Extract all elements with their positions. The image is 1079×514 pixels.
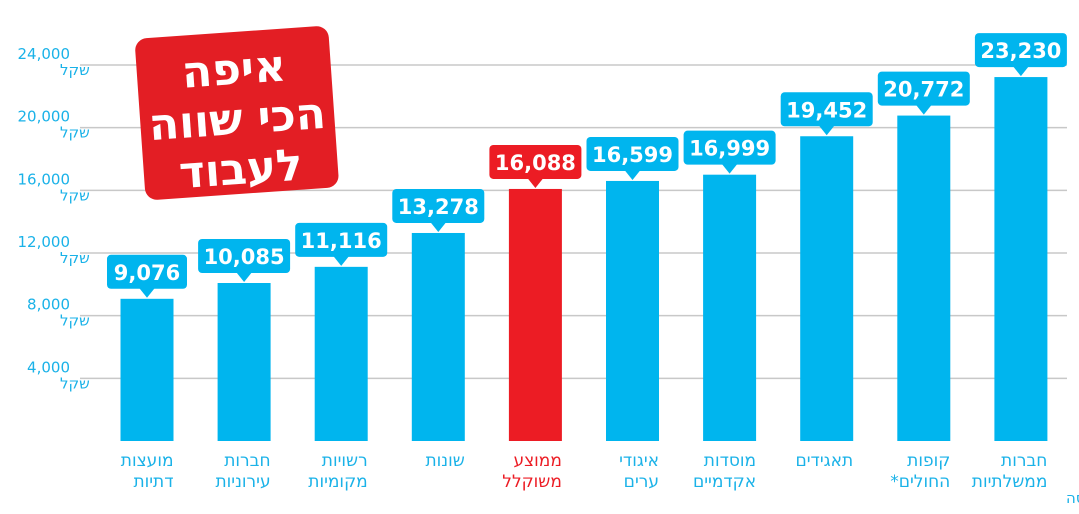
value-label: 16,088 — [489, 144, 582, 188]
y-tick-unit: שקל — [60, 312, 90, 330]
value-labels: 9,076 10,085 11,116 13,278 16,088 16,599 16,99… — [107, 33, 1067, 298]
bar — [120, 298, 174, 441]
value-label-box — [198, 239, 291, 274]
category-label: ערים — [624, 472, 659, 492]
value-label-text: 13,278 — [398, 195, 479, 219]
value-label-text: 9,076 — [114, 261, 180, 285]
value-label-pointer — [721, 163, 738, 174]
value-label-text: 16,599 — [592, 143, 673, 167]
value-label-box — [489, 144, 582, 179]
category-label: מקומיות — [308, 472, 367, 492]
category-label: מוסדות — [704, 451, 756, 471]
category-label: מועצות — [121, 451, 174, 471]
value-label: 23,230 — [974, 33, 1067, 77]
value-label-box — [586, 136, 679, 171]
category-label: דתיות — [133, 472, 173, 492]
bar — [606, 180, 659, 441]
value-label: 13,278 — [392, 188, 485, 232]
value-label-pointer — [527, 177, 544, 188]
category-label: ממשלתיות — [972, 472, 1048, 492]
footnote: *והסתדרות מדיצינית הדסה — [1066, 489, 1079, 507]
category-label: אקדמיים — [693, 472, 756, 492]
y-tick-unit: שקל — [60, 61, 90, 79]
y-tick-label: 20,000 — [18, 108, 71, 126]
y-tick-unit: שקל — [60, 374, 90, 392]
value-label-box — [780, 92, 873, 127]
y-tick-label: 8,000 — [27, 296, 70, 314]
y-tick-unit: שקל — [60, 249, 90, 267]
value-label-pointer — [1012, 66, 1029, 77]
value-label-text: 16,999 — [689, 137, 770, 161]
y-tick-label: 24,000 — [18, 45, 71, 63]
category-labels: מועצותדתיותחברותעירוניותרשויותמקומיותשונ… — [121, 451, 1048, 492]
value-label-text: 10,085 — [204, 245, 285, 269]
value-label: 9,076 — [107, 254, 187, 298]
category-label: משוקלל — [502, 472, 562, 492]
value-label-text: 11,116 — [301, 229, 382, 253]
value-label-box — [392, 188, 485, 223]
category-label: חברות — [224, 451, 270, 471]
category-label: עירוניות — [216, 472, 271, 492]
value-label: 16,599 — [586, 136, 679, 180]
value-label-pointer — [430, 221, 447, 232]
bar — [994, 77, 1048, 442]
value-label-text: 16,088 — [495, 151, 576, 175]
bar — [411, 232, 465, 441]
bar — [897, 115, 951, 442]
value-label: 19,452 — [780, 92, 873, 136]
bar — [217, 283, 271, 441]
y-tick-unit: שקל — [60, 124, 90, 142]
value-label-box — [974, 33, 1067, 68]
title-line: לעבוד — [177, 140, 304, 200]
value-label-box — [683, 130, 776, 165]
y-tick-label: 12,000 — [18, 233, 71, 251]
y-axis-ticks: 24,000שקל20,000שקל16,000שקל12,000שקל8,00… — [18, 45, 90, 392]
bar — [314, 266, 368, 441]
bars — [120, 77, 1048, 442]
value-label-box — [295, 222, 388, 257]
category-label: איגודי — [619, 451, 659, 471]
value-label: 16,999 — [683, 130, 776, 174]
value-label-pointer — [624, 169, 641, 180]
value-label: 10,085 — [198, 239, 291, 283]
y-tick-unit: שקל — [60, 186, 90, 204]
category-label: תאגידים — [795, 451, 853, 471]
value-label: 11,116 — [295, 222, 388, 266]
title-box — [135, 26, 339, 200]
value-label-pointer — [333, 255, 350, 266]
bar — [508, 188, 562, 441]
category-label: שונות — [426, 451, 465, 471]
value-label-pointer — [236, 272, 253, 283]
value-label-pointer — [139, 287, 155, 298]
value-label-text: 23,230 — [980, 39, 1061, 63]
bar — [703, 174, 757, 442]
category-label: החולים* — [890, 472, 950, 492]
y-tick-label: 4,000 — [27, 358, 70, 376]
value-label-box — [877, 71, 970, 106]
category-label: חברות — [1001, 451, 1047, 471]
value-label-pointer — [915, 104, 932, 115]
value-label-box — [107, 254, 187, 289]
y-tick-label: 16,000 — [18, 170, 71, 188]
value-label-text: 19,452 — [786, 98, 867, 122]
value-label-text: 20,772 — [883, 78, 964, 102]
title-line: הכי שווה — [147, 88, 327, 151]
value-label: 20,772 — [877, 71, 970, 115]
category-label: ממוצע — [513, 451, 561, 471]
category-label: קופות — [907, 451, 950, 471]
value-label-pointer — [818, 125, 835, 136]
title-line: איפה — [180, 41, 287, 99]
category-label: רשויות — [322, 451, 368, 471]
bar — [800, 136, 854, 441]
